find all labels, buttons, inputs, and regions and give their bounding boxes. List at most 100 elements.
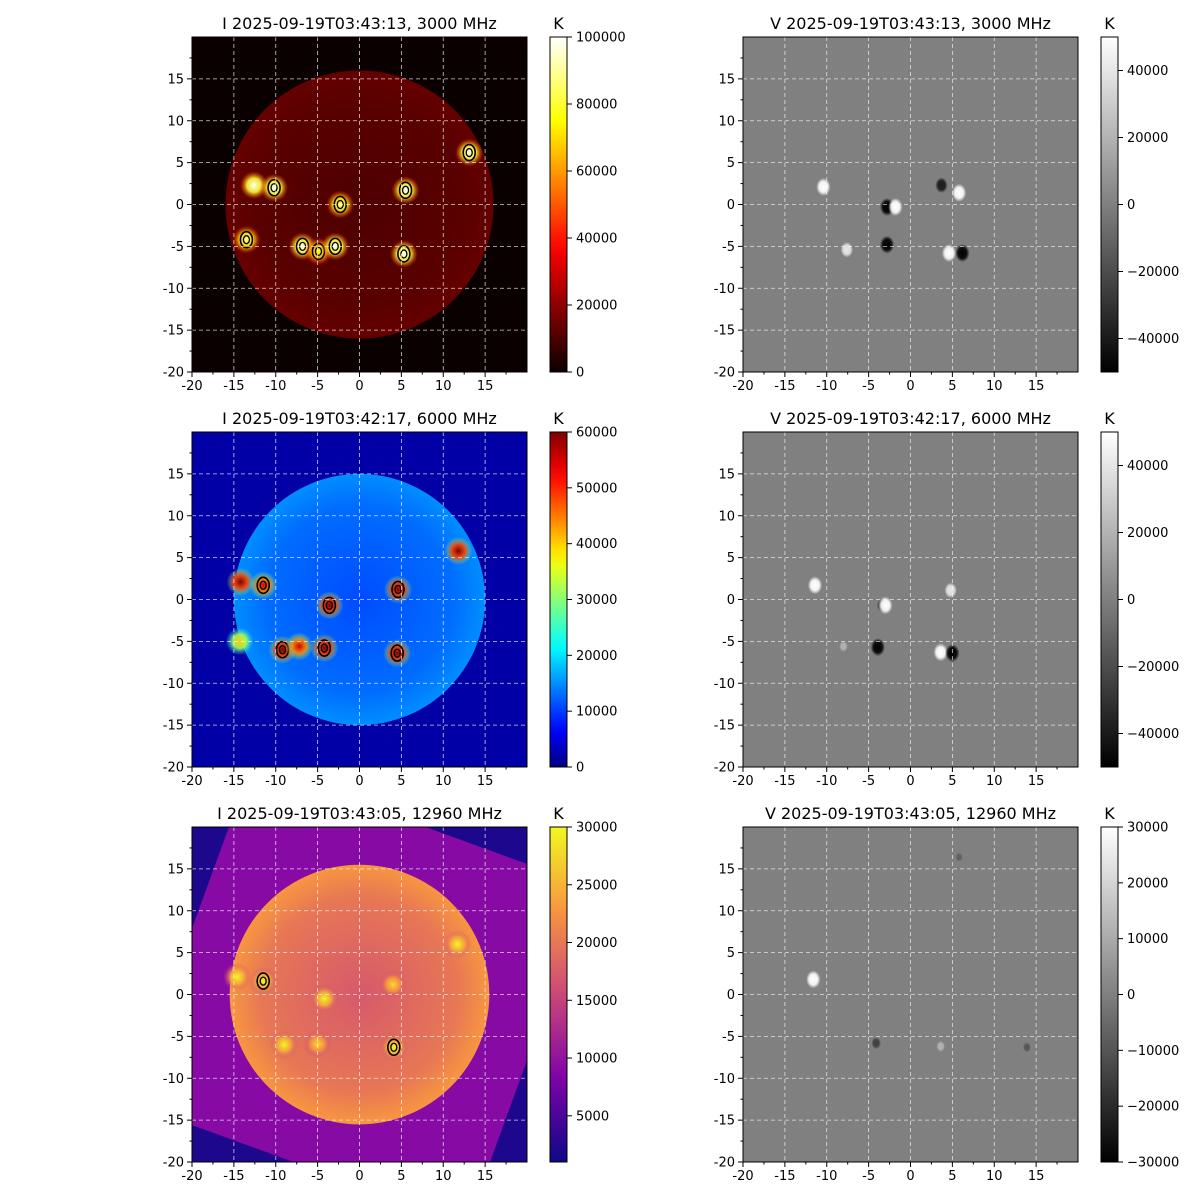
image-area [743,432,1078,767]
image-background [743,37,1078,372]
source-contour-inner [259,580,267,590]
x-tick-label: 10 [435,774,452,789]
x-tick-label: -20 [181,379,202,394]
polarization-source [935,177,948,194]
panel-title: V 2025-09-19T03:42:17, 6000 MHz [770,409,1051,428]
x-tick-label: 15 [1028,379,1045,394]
y-tick-label: -15 [714,1114,735,1129]
panel-bottom-right: -20 -15 -10 -5 0 5 10 15 15 10 5 0 -5 -10 -15 -20 V 2025… [714,804,1179,1184]
x-tick-label: 15 [1028,1169,1045,1184]
source-contour [256,972,270,990]
intensity-source [270,1030,299,1059]
colorbar-tick-label: 60000 [576,426,617,441]
x-tick-label: -15 [774,1169,795,1184]
intensity-source [455,138,484,167]
y-tick-label: -15 [163,719,184,734]
polarization-source [945,644,960,663]
x-tick-label: -10 [265,1169,286,1184]
source-contour-inner [393,648,401,658]
colorbar-tick-label: 20000 [576,649,617,664]
image-area [743,827,1078,1162]
colorbar-tick-label: 0 [576,366,584,381]
solar-disk [233,473,486,726]
x-tick-label: -15 [223,379,244,394]
source-contour [462,143,477,162]
polarization-source [816,177,831,196]
colorbar-tick-label: 0 [1127,593,1135,608]
y-tick-label: 15 [718,72,735,87]
x-tick-label: 5 [948,1169,956,1184]
y-tick-label: -5 [722,635,735,650]
y-tick-label: 5 [727,551,735,566]
colorbar-tick-label: 60000 [576,165,617,180]
x-tick-label: 10 [435,1169,452,1184]
panel-top-left: -20 -15 -10 -5 0 5 10 15 15 10 5 0 -5 -10 -15 -20 I 2025… [163,14,626,394]
colorbar-tick-label: −10000 [1127,1044,1179,1059]
y-tick-label: 0 [727,593,735,608]
colorbar-unit: K [1104,409,1115,428]
y-tick-label: -10 [714,677,735,692]
y-tick-label: 15 [718,467,735,482]
colorbar-tick-label: 20000 [576,299,617,314]
y-tick-label: -15 [163,324,184,339]
x-tick-label: -15 [223,774,244,789]
x-tick-label: -15 [223,1169,244,1184]
x-tick-label: 0 [906,774,914,789]
y-tick-label: 5 [727,156,735,171]
colorbar-tick-label: 5000 [576,1109,609,1124]
source-contour-inner [336,199,344,210]
y-tick-label: 10 [718,114,735,129]
intensity-source [310,634,339,663]
y-tick-label: 5 [727,946,735,961]
source-contour [267,178,281,197]
intensity-source [379,1033,408,1062]
y-tick-label: -15 [714,719,735,734]
colorbar-unit: K [1104,14,1115,33]
colorbar-tick-label: 20000 [1127,131,1168,146]
polarization-source [936,1041,945,1052]
y-tick-label: 5 [176,156,184,171]
source-contour-inner [314,246,323,257]
colorbar-tick-label: 0 [1127,198,1135,213]
y-tick-label: -5 [722,240,735,255]
x-tick-label: -20 [732,1169,753,1184]
y-tick-label: 0 [176,593,184,608]
source-contour [317,639,332,657]
panel-title: I 2025-09-19T03:43:05, 12960 MHz [217,804,502,823]
x-tick-label: 0 [355,1169,363,1184]
colorbar-tick-label: 40000 [576,537,617,552]
colorbar [1100,826,1119,1163]
x-tick-label: -10 [816,1169,837,1184]
source-contour [239,230,254,249]
x-tick-label: -10 [265,379,286,394]
x-tick-label: 10 [986,1169,1003,1184]
colorbar-tick-label: −20000 [1127,265,1179,280]
y-tick-label: -20 [163,761,184,776]
x-tick-label: 5 [397,774,405,789]
x-tick-label: 15 [1028,774,1045,789]
panel-middle-left: -20 -15 -10 -5 0 5 10 15 15 10 5 0 -5 -10 -15 -20 I 2025… [163,409,618,789]
polarization-source [839,641,848,652]
polarization-source [806,970,821,989]
y-tick-label: -10 [714,1072,735,1087]
source-contour-inner [278,645,287,655]
polarization-source [878,596,893,615]
colorbar-unit: K [1104,804,1115,823]
intensity-source [383,639,412,668]
x-tick-label: 10 [986,379,1003,394]
x-tick-label: 15 [477,774,494,789]
source-contour [387,1038,401,1057]
polarization-source [1022,1042,1031,1053]
x-tick-label: -5 [311,1169,324,1184]
y-tick-label: -20 [714,761,735,776]
polarization-source [955,852,963,862]
source-contour [256,576,270,595]
y-tick-label: 10 [718,509,735,524]
colorbar [1100,36,1119,373]
colorbar-tick-label: 30000 [576,821,617,836]
x-tick-label: -5 [311,379,324,394]
source-contour-inner [400,249,408,259]
y-tick-label: -20 [163,1156,184,1171]
x-tick-label: -5 [862,774,875,789]
y-tick-label: 10 [167,509,184,524]
